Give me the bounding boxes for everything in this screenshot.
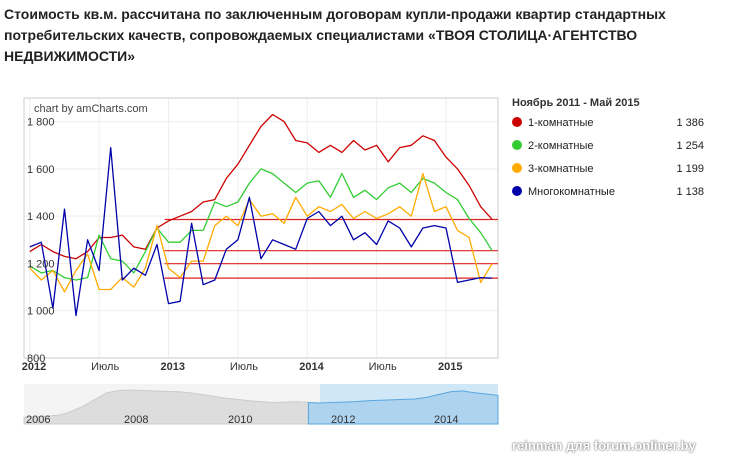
legend-value: 1 199 xyxy=(676,163,704,175)
y-tick-label: 1 400 xyxy=(27,211,55,223)
legend-label: 2-комнатные xyxy=(528,140,593,152)
x-axis-ticks: 2012 Июль 2013 Июль 2014 Июль 2015 xyxy=(22,361,463,373)
series-line-4[interactable] xyxy=(29,146,493,317)
watermark: reinman для forum.onliner.by xyxy=(512,438,696,453)
series-line-3[interactable] xyxy=(29,172,493,293)
legend-value: 1 254 xyxy=(676,140,704,152)
y-tick-label: 800 xyxy=(27,353,45,365)
chart-credit[interactable]: chart by amCharts.com xyxy=(34,103,148,115)
x-tick-label: Июль xyxy=(369,361,397,373)
scrollbar-label: 2008 xyxy=(124,414,148,426)
legend-label: 1-комнатные xyxy=(528,117,593,129)
legend-title: Ноябрь 2011 - Май 2015 xyxy=(512,97,640,109)
legend-item[interactable]: 2-комнатные 1 254 xyxy=(512,140,704,152)
scrollbar-label: 2006 xyxy=(26,414,50,426)
scrollbar[interactable]: 2006 2008 2010 2012 2014 xyxy=(23,384,499,426)
series-group[interactable] xyxy=(29,113,493,317)
y-tick-label: 1 200 xyxy=(27,258,55,270)
x-tick-label: 2013 xyxy=(161,361,185,373)
legend[interactable]: Ноябрь 2011 - Май 2015 1-комнатные 1 386 2… xyxy=(512,97,704,198)
scrollbar-profile-unselected xyxy=(23,389,309,425)
y-axis-ticks: 800 1 000 1 200 1 400 1 600 1 800 xyxy=(27,117,55,365)
x-tick-label: Июль xyxy=(91,361,119,373)
x-tick-label: Июль xyxy=(230,361,258,373)
legend-item[interactable]: 1-комнатные 1 386 xyxy=(512,117,704,129)
legend-marker xyxy=(512,140,522,150)
scrollbar-label: 2014 xyxy=(434,414,458,426)
legend-value: 1 386 xyxy=(676,117,704,129)
scrollbar-label: 2010 xyxy=(228,414,252,426)
y-tick-label: 1 800 xyxy=(27,117,55,129)
scrollbar-labels: 2006 2008 2010 2012 2014 xyxy=(26,414,458,426)
series-line-2[interactable] xyxy=(29,168,493,281)
scrollbar-label: 2012 xyxy=(331,414,355,426)
legend-label: Многокомнатные xyxy=(528,186,615,198)
legend-marker xyxy=(512,117,522,127)
y-tick-label: 1 600 xyxy=(27,164,55,176)
legend-item[interactable]: 3-комнатные 1 199 xyxy=(512,163,704,175)
series-line-1[interactable] xyxy=(29,113,493,260)
legend-marker xyxy=(512,163,522,173)
x-tick-label: 2015 xyxy=(438,361,462,373)
plot-border xyxy=(23,97,499,359)
y-tick-label: 1 000 xyxy=(27,306,55,318)
x-tick-label: 2012 xyxy=(22,361,46,373)
legend-item[interactable]: Многокомнатные 1 138 xyxy=(512,186,704,198)
scrollbar-profile-selected xyxy=(307,390,499,425)
x-tick-label: 2014 xyxy=(299,361,324,373)
page-title: Стоимость кв.м. рассчитана по заключенны… xyxy=(4,6,666,64)
reference-lines xyxy=(164,218,498,279)
legend-marker xyxy=(512,186,522,196)
legend-label: 3-комнатные xyxy=(528,163,593,175)
legend-value: 1 138 xyxy=(676,186,704,198)
